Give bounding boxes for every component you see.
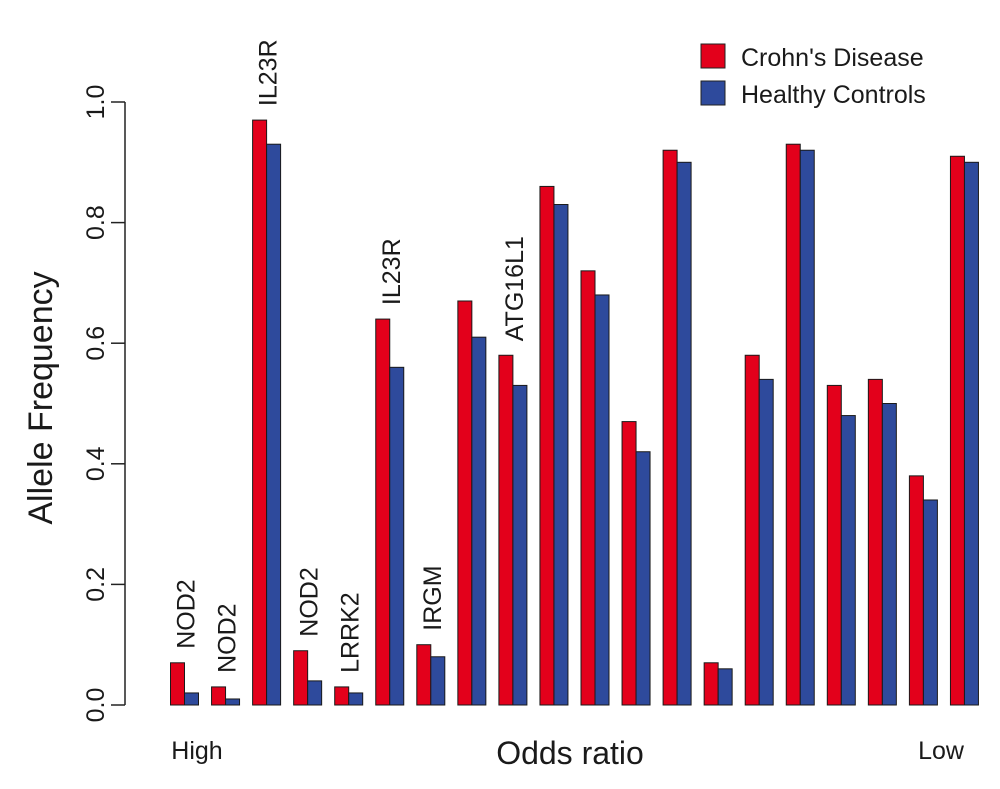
y-axis: 0.0 0.2 0.4 0.6 0.8 1.0 bbox=[82, 85, 126, 723]
bar-controls bbox=[635, 451, 651, 706]
bar-controls bbox=[922, 499, 938, 706]
bars bbox=[170, 119, 979, 706]
bar-crohns bbox=[211, 686, 227, 706]
y-tick-label: 0.6 bbox=[82, 326, 110, 361]
legend-label-controls: Healthy Controls bbox=[741, 81, 926, 109]
bar-crohns bbox=[867, 378, 883, 706]
bar-labels: NOD2 NOD2 IL23R NOD2 LRRK2 IL23R IRGM ATG16L1 bbox=[173, 39, 529, 673]
bar-crohns bbox=[539, 185, 555, 706]
bar-crohns bbox=[334, 686, 350, 706]
bar-gene-label: IL23R bbox=[255, 39, 283, 106]
bar-crohns bbox=[252, 119, 268, 706]
bar-controls bbox=[225, 698, 241, 706]
y-axis-label: Allele Frequency bbox=[22, 271, 60, 524]
bar-crohns bbox=[908, 475, 924, 706]
y-tick-label: 0.8 bbox=[82, 205, 110, 240]
bar-controls bbox=[799, 149, 815, 706]
legend-swatch-controls bbox=[700, 80, 726, 106]
y-tick-label: 1.0 bbox=[82, 85, 110, 120]
bar-gene-label: NOD2 bbox=[214, 603, 242, 672]
bar-controls bbox=[307, 680, 323, 706]
bar-gene-label: IRGM bbox=[419, 565, 447, 630]
bar-crohns bbox=[785, 143, 801, 706]
bar-crohns bbox=[580, 270, 596, 706]
bar-controls bbox=[676, 161, 692, 706]
bar-gene-label: NOD2 bbox=[296, 567, 324, 636]
bar-gene-label: NOD2 bbox=[173, 579, 201, 648]
bar-controls bbox=[184, 692, 199, 706]
bar-controls bbox=[881, 403, 897, 706]
bar-crohns bbox=[826, 384, 842, 706]
bar-controls bbox=[266, 143, 282, 706]
bar-controls bbox=[389, 366, 405, 706]
bar-crohns bbox=[457, 300, 473, 706]
bar-crohns bbox=[293, 650, 309, 706]
bar-controls bbox=[430, 656, 446, 706]
x-axis-left-label: High bbox=[171, 737, 222, 765]
bar-controls bbox=[512, 384, 528, 706]
bar-crohns bbox=[498, 354, 514, 706]
bar-crohns bbox=[170, 662, 185, 706]
y-tick-label: 0.2 bbox=[82, 567, 110, 602]
bar-crohns bbox=[621, 421, 637, 706]
bar-crohns bbox=[703, 662, 719, 706]
bar-crohns bbox=[949, 155, 965, 706]
bar-controls bbox=[963, 161, 979, 706]
bar-controls bbox=[758, 378, 774, 706]
bar-crohns bbox=[744, 354, 760, 706]
bar-controls bbox=[348, 692, 364, 706]
bar-controls bbox=[594, 294, 610, 706]
y-tick-label: 0.4 bbox=[82, 446, 110, 481]
bar-controls bbox=[553, 204, 569, 706]
bar-controls bbox=[840, 415, 856, 706]
bar-controls bbox=[717, 668, 733, 706]
bar-controls bbox=[471, 336, 487, 706]
x-axis-right-label: Low bbox=[918, 737, 965, 765]
bar-gene-label: ATG16L1 bbox=[501, 236, 529, 341]
bar-gene-label: LRRK2 bbox=[337, 592, 365, 673]
bar-crohns bbox=[375, 318, 391, 706]
legend-label-crohns: Crohn's Disease bbox=[741, 44, 924, 72]
legend: Crohn's Disease Healthy Controls bbox=[700, 43, 926, 109]
y-tick-label: 0.0 bbox=[82, 688, 110, 723]
bar-crohns bbox=[416, 644, 432, 706]
legend-swatch-crohns bbox=[700, 43, 726, 69]
x-axis-label: Odds ratio bbox=[496, 735, 644, 771]
bar-gene-label: IL23R bbox=[378, 238, 406, 305]
bar-crohns bbox=[662, 149, 678, 706]
